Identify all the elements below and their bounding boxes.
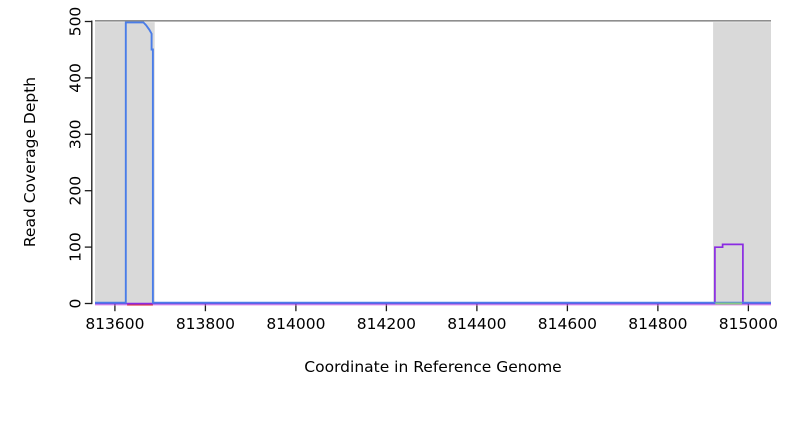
y-tick-label: 200 (67, 176, 85, 206)
x-tick-label: 814800 (628, 315, 687, 333)
x-tick-label: 814000 (266, 315, 325, 333)
x-tick-label: 813800 (176, 315, 235, 333)
y-tick-label: 0 (67, 299, 85, 309)
x-tick-label: 814200 (357, 315, 416, 333)
y-tick-label: 300 (67, 120, 85, 150)
y-axis-title: Read Coverage Depth (21, 76, 39, 248)
y-tick-label: 500 (67, 7, 85, 37)
x-axis-title: Coordinate in Reference Genome (304, 358, 562, 376)
series-unique-total (95, 21, 771, 304)
series-unique-bottom (95, 243, 771, 305)
x-tick-label: 813600 (85, 315, 144, 333)
y-tick-label: 100 (67, 232, 85, 262)
legend: unique totalunique topunique bottomrepea… (0, 396, 792, 426)
x-tick-label: 814400 (447, 315, 506, 333)
x-tick-label: 815000 (719, 315, 778, 333)
x-tick-label: 814600 (538, 315, 597, 333)
shaded-region-right (713, 22, 771, 304)
y-tick-label: 400 (67, 63, 85, 93)
